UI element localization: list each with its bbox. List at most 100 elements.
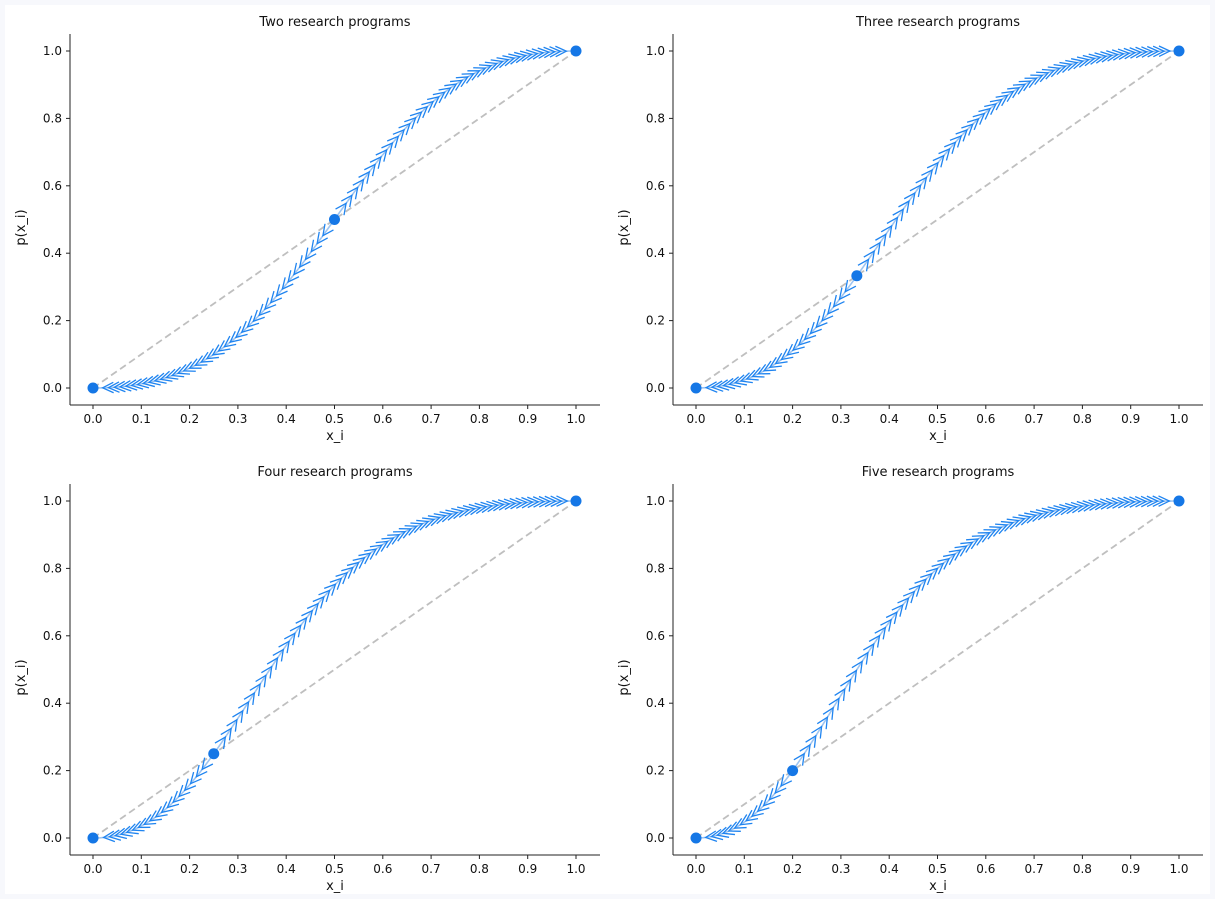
flow-arrow <box>983 529 997 540</box>
flow-arrow <box>722 377 736 390</box>
x-tick-label: 0.9 <box>518 412 537 426</box>
equilibrium-point <box>787 765 799 777</box>
flow-arrow <box>232 709 244 723</box>
flow-arrow <box>932 154 945 168</box>
diagonal-reference-line <box>92 50 577 389</box>
flow-arrow <box>874 626 887 640</box>
flow-arrow <box>1053 504 1067 517</box>
x-tick-label: 1.0 <box>1169 412 1188 426</box>
flow-arrow <box>480 501 494 514</box>
x-tick-label: 0.9 <box>1121 412 1140 426</box>
flow-arrow <box>989 526 1003 537</box>
x-tick-label: 0.2 <box>180 412 199 426</box>
x-tick-label: 0.8 <box>1073 412 1092 426</box>
flow-arrow <box>926 161 939 175</box>
flow-arrow <box>739 814 753 826</box>
flow-arrow <box>387 533 401 545</box>
flow-arrow <box>381 537 395 549</box>
flow-arrow <box>432 91 446 104</box>
x-tick-label: 0.6 <box>976 862 995 876</box>
flow-arrow <box>803 327 817 341</box>
flow-arrow <box>304 247 317 261</box>
flow-arrow <box>733 817 747 829</box>
flow-arrow <box>822 706 834 720</box>
flow-arrow <box>844 279 857 293</box>
flow-arrow <box>298 255 311 269</box>
flow-arrow <box>461 73 475 84</box>
flow-arrow <box>1134 495 1148 508</box>
x-tick-label: 0.2 <box>783 862 802 876</box>
flow-arrow <box>903 191 916 206</box>
flow-arrow <box>323 583 337 596</box>
flow-arrow <box>468 503 482 516</box>
flow-arrow <box>1047 506 1061 518</box>
flow-arrow <box>263 297 277 311</box>
flow-arrow <box>1152 495 1166 508</box>
flow-arrow <box>828 697 840 711</box>
flow-arrow <box>278 640 290 654</box>
flow-arrow <box>433 513 448 525</box>
flow-arrow <box>478 64 493 76</box>
flow-arrow <box>1070 58 1085 70</box>
flow-arrow <box>246 315 260 328</box>
flow-arrow <box>715 826 730 838</box>
x-tick-label: 0.3 <box>831 862 850 876</box>
flow-arrow <box>503 498 517 511</box>
x-tick-label: 0.3 <box>228 862 247 876</box>
x-tick-label: 0.6 <box>373 412 392 426</box>
flow-arrow <box>739 372 753 384</box>
flow-arrow <box>780 774 793 788</box>
flow-arrow <box>1041 68 1056 80</box>
flow-arrow <box>880 618 893 632</box>
flow-arrow <box>857 258 870 272</box>
flow-arrow <box>513 51 528 64</box>
flow-arrow <box>166 796 180 809</box>
flow-arrow <box>153 372 167 384</box>
flow-arrow <box>1024 77 1038 89</box>
y-tick-label: 0.4 <box>646 246 665 260</box>
flow-arrow <box>955 128 969 142</box>
flow-arrow <box>885 611 898 625</box>
flow-arrow <box>439 511 453 523</box>
flow-arrow <box>891 603 904 617</box>
x-axis-label: x_i <box>326 429 344 444</box>
flow-arrow <box>1053 64 1067 76</box>
flow-arrow <box>1140 495 1154 508</box>
equilibrium-point <box>570 45 582 57</box>
flow-arrow <box>159 370 173 382</box>
y-tick-label: 0.0 <box>646 831 665 845</box>
flow-arrow <box>1064 502 1079 515</box>
flow-arrow <box>1088 499 1102 511</box>
flow-arrow <box>821 308 834 322</box>
flow-arrow <box>1070 501 1084 514</box>
equilibrium-point <box>690 382 702 394</box>
x-tick-label: 1.0 <box>566 862 585 876</box>
y-tick-label: 0.8 <box>646 561 665 575</box>
flow-arrow <box>984 102 998 115</box>
flow-arrow <box>358 552 372 565</box>
flow-arrow <box>269 290 283 304</box>
flow-arrow <box>949 134 963 148</box>
flow-arrow <box>101 381 114 394</box>
flow-arrow <box>1001 90 1015 103</box>
chart-panel-4: Five research programs 0.0 0.1 0.2 0.3 0.4 0.5… <box>617 465 1203 894</box>
flow-arrow <box>995 94 1009 107</box>
y-tick-label: 0.0 <box>43 381 62 395</box>
y-axis-label: p(x_i) <box>617 659 632 695</box>
flow-arrow <box>438 87 452 99</box>
flow-arrow <box>249 682 261 697</box>
flow-arrow <box>392 128 406 142</box>
flow-arrow <box>484 61 499 73</box>
flow-arrow <box>1059 61 1073 73</box>
flow-arrow <box>182 361 196 372</box>
flow-arrow <box>335 202 347 216</box>
y-tick-label: 0.0 <box>43 831 62 845</box>
flow-arrow <box>119 825 133 837</box>
chart-title: Five research programs <box>862 465 1015 480</box>
flow-arrow <box>780 348 794 361</box>
flow-arrow <box>102 830 116 843</box>
flow-arrow <box>555 45 568 58</box>
flow-arrow <box>538 495 552 508</box>
flow-arrow <box>942 553 957 566</box>
y-tick-label: 0.4 <box>43 246 62 260</box>
